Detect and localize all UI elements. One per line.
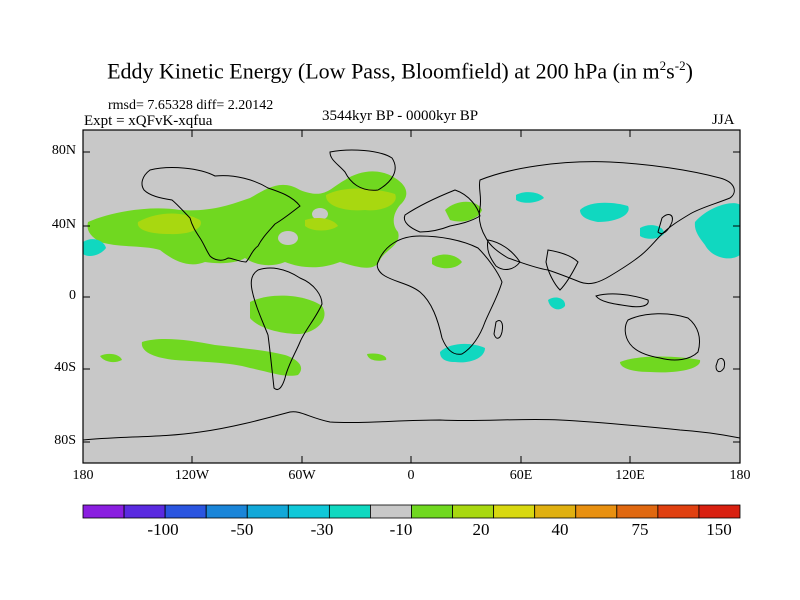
colorbar-label: -30 (310, 520, 334, 539)
lat-label: 40S (54, 360, 76, 375)
lon-label: 120E (615, 468, 645, 483)
colorbar-swatch (411, 504, 453, 519)
coastline-australia (624, 313, 701, 361)
negative-patch (694, 203, 740, 259)
experiment-label: Expt = xQFvK-xqfua (84, 113, 213, 129)
lon-label: 180 (72, 468, 94, 483)
colorbar-swatch (205, 504, 248, 519)
period-label: 3544kyr BP - 0000kyr BP (322, 108, 479, 124)
band-gap (278, 231, 298, 245)
positive-blob (445, 201, 482, 222)
coastline-madagascar (493, 319, 503, 339)
coastline-japan (657, 214, 673, 235)
colorbar (82, 504, 741, 519)
colorbar-label: 150 (706, 520, 732, 539)
colorbar-swatch (123, 504, 166, 519)
coastline-asia (478, 161, 735, 285)
coastline-new-zealand (715, 357, 725, 373)
season-label: JJA (712, 112, 735, 128)
positive-blob (250, 295, 325, 334)
positive-core (305, 217, 338, 231)
colorbar-label: 40 (551, 520, 569, 539)
negative-patch (640, 225, 665, 239)
positive-band-south (141, 338, 302, 376)
colorbar-label: -10 (389, 520, 413, 539)
colorbar-swatch (493, 504, 536, 519)
lat-label: 40N (51, 217, 76, 232)
colorbar-swatch (657, 504, 700, 519)
lat-label: 0 (69, 288, 76, 303)
lon-label: 60W (288, 468, 316, 483)
band-gap (312, 208, 328, 220)
lat-label: 80N (51, 143, 76, 158)
coastlines (83, 149, 740, 441)
stats-text: rmsd= 7.65328 diff= 2.20142 (108, 98, 274, 113)
lon-label: 0 (407, 468, 415, 483)
coastline-europe (403, 189, 481, 233)
colorbar-swatch (698, 504, 741, 519)
colorbar-swatch (287, 504, 330, 519)
colorbar-swatch (82, 504, 125, 519)
colorbar-swatch (164, 504, 207, 519)
colorbar-swatch (534, 504, 577, 519)
colorbar-label: 75 (631, 520, 649, 539)
colorbar-label: -50 (230, 520, 254, 539)
map-background (83, 130, 740, 463)
coastline-africa (376, 235, 503, 355)
coastline-arabia (487, 239, 521, 270)
positive-blob (432, 254, 462, 269)
negative-patch (83, 239, 106, 256)
negative-patch (580, 202, 629, 222)
lon-label: 120W (174, 468, 210, 483)
axis-ticks (83, 130, 740, 463)
coastline-antarctica (83, 411, 740, 441)
coastline-south-america (250, 267, 323, 391)
negative-patch (516, 192, 544, 203)
positive-core (325, 188, 396, 211)
colorbar-swatch (575, 504, 618, 519)
colorbar-swatch (246, 504, 289, 519)
negative-patch (548, 297, 566, 310)
colorbar-swatch (616, 504, 659, 519)
positive-blob (620, 356, 701, 373)
anomaly-fill-layer (83, 171, 740, 376)
coastline-greenland (329, 149, 396, 191)
colorbar-swatch (452, 504, 495, 519)
lon-label: 180 (729, 468, 751, 483)
lat-label: 80S (54, 433, 76, 448)
positive-blob (367, 353, 387, 361)
positive-blob (100, 353, 122, 363)
colorbar-swatch (328, 504, 371, 519)
colorbar-swatch (370, 504, 412, 519)
coastline-north-america (141, 167, 301, 263)
colorbar-label: 20 (472, 520, 490, 539)
coastline-india (545, 249, 579, 291)
coastline-indonesia (595, 293, 649, 308)
colorbar-label: -100 (147, 520, 179, 539)
plot-title: Eddy Kinetic Energy (Low Pass, Bloomfiel… (107, 58, 693, 84)
positive-core (137, 213, 201, 235)
lon-label: 60E (509, 468, 533, 483)
